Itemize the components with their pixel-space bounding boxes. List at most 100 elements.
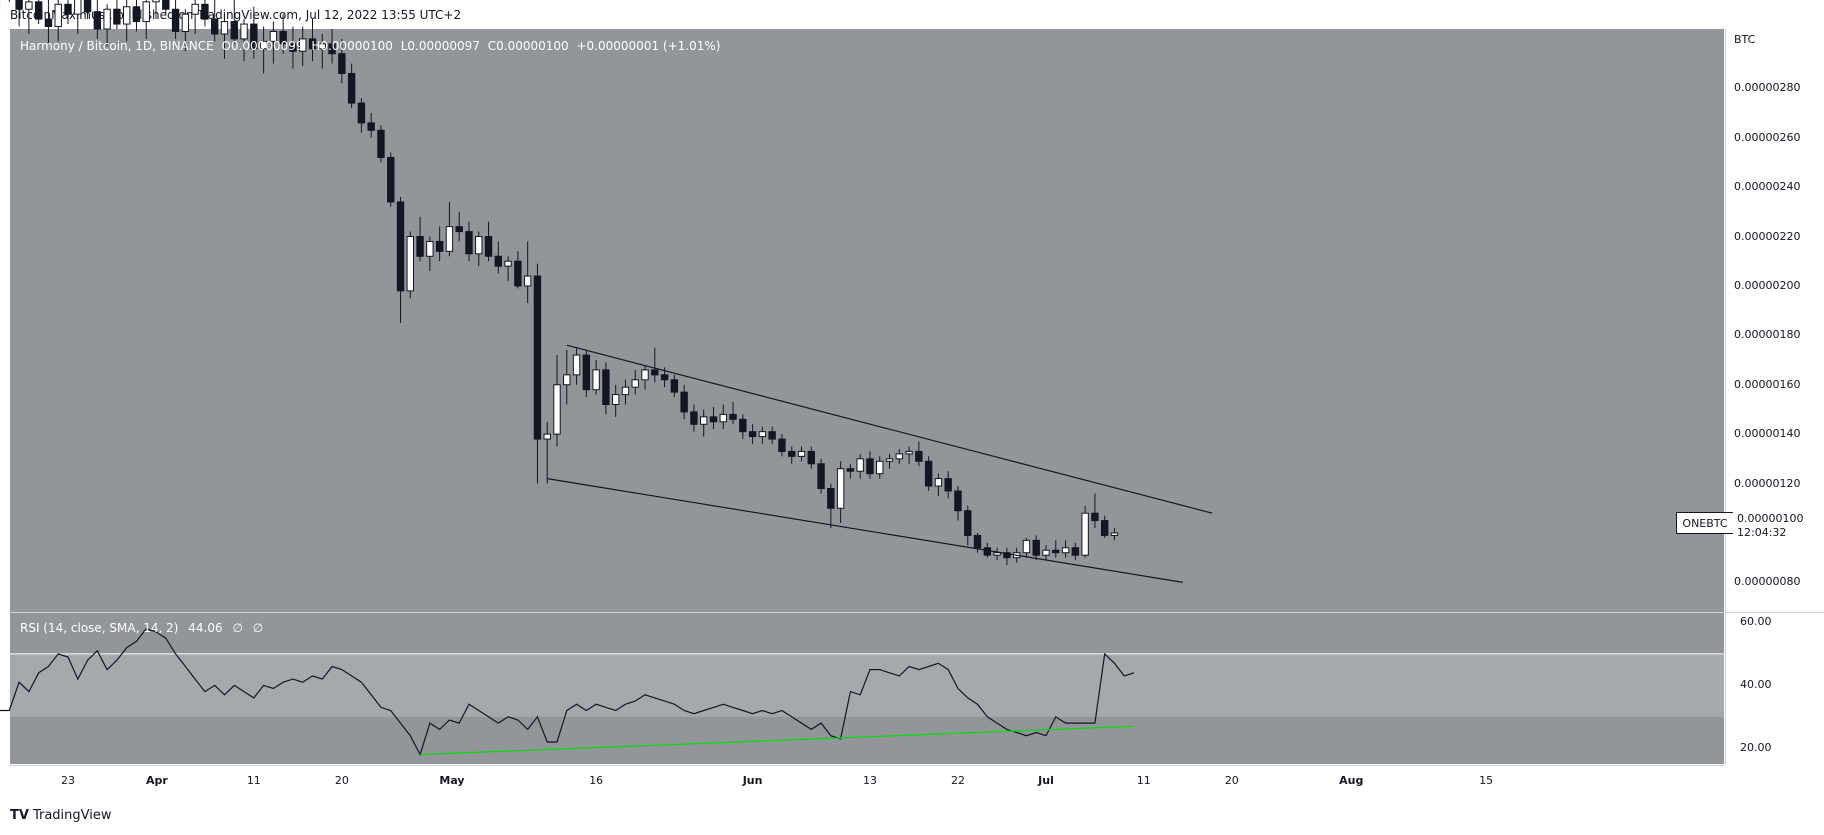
candle: [191, 0, 199, 34]
candle: [387, 152, 395, 207]
rsi-legend-title: RSI (14, close, SMA, 14, 2): [20, 621, 179, 635]
candle: [700, 409, 708, 437]
candle-body-down: [915, 450, 923, 462]
candle-body-up: [191, 3, 199, 15]
candle-body-down: [83, 0, 92, 13]
candle: [103, 4, 111, 47]
candle: [651, 347, 659, 383]
candle-body-down: [1091, 512, 1099, 522]
candle-body-down: [729, 413, 737, 420]
rsi-axis[interactable]: 60.00 40.00 20.00: [1725, 613, 1824, 764]
candle: [357, 98, 366, 133]
candle: [523, 241, 532, 304]
rsi-line: [0, 627, 1135, 757]
candle-body-down: [1052, 549, 1060, 554]
candle: [885, 453, 894, 469]
candle-body-up: [181, 13, 190, 32]
candle: [132, 0, 141, 32]
candle: [788, 446, 796, 464]
candle-body-down: [582, 354, 591, 391]
candle: [34, 0, 43, 25]
candle: [915, 441, 923, 467]
price-axis-tick: 0.00000200: [1734, 278, 1801, 292]
candle-body-up: [318, 43, 326, 50]
lower-trendline[interactable]: [547, 478, 1184, 583]
candle: [93, 0, 102, 39]
candle: [592, 360, 600, 395]
candle: [299, 26, 307, 67]
candle-body-down: [827, 487, 835, 509]
candle-body-down: [34, 1, 43, 20]
candle-body-down: [162, 0, 170, 10]
candle: [445, 201, 454, 257]
rsi-divergence-line[interactable]: [420, 725, 1135, 756]
candle-body-up: [152, 0, 160, 3]
publisher-line: BitcoinMaximus1 published on TradingView…: [10, 8, 462, 22]
candle-body-down: [739, 418, 747, 433]
candle-body-down: [338, 53, 346, 74]
rsi-pane[interactable]: RSI (14, close, SMA, 14, 2) 44.06 ∅ ∅: [0, 613, 1724, 764]
candle: [572, 347, 581, 385]
candle-body-down: [690, 411, 698, 425]
candle-body-up: [611, 394, 620, 405]
rsi-axis-tick: 40.00: [1740, 678, 1772, 692]
candle: [533, 263, 542, 484]
candle-body-up: [240, 23, 248, 40]
candle-body-up: [1042, 549, 1050, 556]
candle: [171, 0, 180, 39]
candle-body-down: [435, 240, 444, 252]
candle-body-down: [807, 450, 815, 465]
candle-body-down: [651, 369, 659, 376]
price-pane[interactable]: Harmony / Bitcoin, 1D, BINANCE O0.000000…: [0, 0, 1724, 612]
candle: [846, 463, 855, 479]
candle-body-down: [377, 129, 385, 158]
candle: [553, 355, 561, 447]
time-axis-tick: 22: [950, 774, 965, 787]
candle-body-up: [74, 0, 82, 15]
candle-body-down: [465, 231, 473, 255]
candle: [1042, 545, 1050, 561]
candle-body-down: [1071, 547, 1080, 556]
candle-body-up: [1061, 547, 1070, 554]
candle-body-down: [347, 72, 356, 104]
candle-body-up: [719, 413, 727, 423]
candle-body-down: [983, 547, 992, 556]
candle: [201, 0, 209, 27]
candle: [279, 14, 287, 54]
candle: [611, 384, 620, 417]
tradingview-brand[interactable]: TV TradingView: [10, 808, 111, 823]
candle-body-down: [15, 0, 23, 10]
candle-body-down: [1003, 552, 1011, 559]
rsi-axis-tick: 20.00: [1740, 741, 1772, 755]
pane-divider[interactable]: [10, 612, 1824, 613]
candle: [934, 473, 943, 496]
candle: [631, 369, 639, 395]
candle-body-up: [54, 3, 62, 28]
candle: [993, 547, 1001, 561]
rsi-legend-extra-2: ∅: [252, 621, 264, 635]
candle: [328, 29, 336, 64]
candle-body-up: [1081, 512, 1089, 556]
legend-title: Harmony / Bitcoin, 1D, BINANCE: [20, 39, 214, 53]
candle-body-down: [484, 236, 493, 257]
candle: [396, 196, 405, 323]
upper-trendline[interactable]: [566, 344, 1213, 514]
candle: [641, 364, 649, 390]
legend-high: H0.00000100: [311, 39, 393, 53]
candle: [602, 362, 610, 415]
time-axis[interactable]: 23 Apr 11 20 May 16 Jun 13 22 Jul 11 20 Aug 15: [10, 765, 1724, 796]
candle: [964, 505, 972, 546]
candle: [289, 26, 297, 69]
candle-body-down: [279, 30, 287, 45]
candle-body-down: [748, 431, 757, 438]
tradingview-logo-icon: TV: [10, 808, 29, 823]
legend-low: L0.00000097: [400, 39, 480, 53]
candle-body-up: [934, 478, 943, 487]
candle-body-up: [592, 369, 600, 391]
candle: [954, 486, 962, 521]
candle-body-down: [964, 510, 972, 536]
legend-change: +0.00000001 (+1.01%): [576, 39, 721, 53]
candle: [582, 350, 591, 398]
candle: [797, 446, 806, 462]
candle: [1003, 547, 1011, 566]
